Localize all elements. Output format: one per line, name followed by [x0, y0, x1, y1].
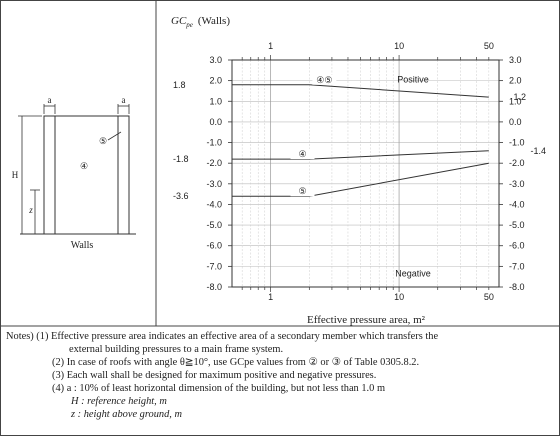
y-tick-label-right: -4.0 — [509, 199, 525, 209]
zone5-leader — [107, 131, 122, 141]
y-tick-label-left: -3.0 — [206, 179, 222, 189]
y-tick-label-right: 3.0 — [509, 55, 522, 65]
height-label: H — [12, 170, 19, 180]
series-label: ④⑤ — [316, 75, 332, 85]
walls-caption: Walls — [71, 240, 94, 251]
series-label-bg — [312, 74, 337, 85]
y-tick-label-right: 1.0 — [509, 96, 522, 106]
y-tick-label-right: -6.0 — [509, 241, 525, 251]
zone4-label: ④ — [80, 161, 88, 171]
left-annotation: -1.8 — [173, 154, 189, 164]
series-label-bg — [290, 186, 315, 197]
y-tick-label-right: -1.0 — [509, 138, 525, 148]
right-annotation: -1.4 — [530, 146, 546, 156]
y-tick-label-left: 3.0 — [209, 55, 222, 65]
y-tick-label-right: 0.0 — [509, 117, 522, 127]
series-line-1 — [232, 84, 489, 98]
y-tick-label-left: -7.0 — [206, 261, 222, 271]
note-line-4: (3) Each wall shall be designed for maxi… — [52, 370, 377, 381]
chart-title-sub: pe — [185, 21, 193, 29]
wall-outline — [43, 115, 130, 235]
y-tick-label-right: -7.0 — [509, 261, 525, 271]
region-label-negative: Negative — [395, 269, 431, 279]
grid-layer — [232, 60, 499, 287]
y-tick-label-left: -5.0 — [206, 220, 222, 230]
note-line-3: (2) In case of roofs with angle θ≧10°, u… — [52, 357, 420, 368]
y-tick-label-left: -1.0 — [206, 138, 222, 148]
chart-title: GCpe (Walls) — [171, 15, 230, 29]
right-annotation: 1.2 — [513, 92, 526, 102]
note-line-6: H : reference height, m — [71, 396, 167, 407]
chart-title-main: GC — [171, 15, 187, 27]
series-line-2 — [232, 150, 489, 160]
left-annotation: 1.8 — [173, 80, 186, 90]
series-label: ④ — [298, 149, 306, 159]
zone5-label: ⑤ — [99, 136, 107, 146]
annotation-layer: 1.8 -1.8 -3.6 1.2 -1.4 Positive Negative — [173, 75, 546, 279]
gcpe-chart: GCpe (Walls) 3.0 2.0 1.0 0.0 -1.0 -2.0 -3.0 -4.0… — [171, 15, 546, 326]
x-tick-label-top: 10 — [394, 41, 404, 51]
chart-title-paren: (Walls) — [198, 15, 230, 27]
note-line-1: Notes) (1) Effective pressure area indic… — [6, 331, 439, 342]
x-tick-label-bottom: 10 — [394, 292, 404, 302]
y-tick-label-left: -6.0 — [206, 241, 222, 251]
y-tick-label-right: -8.0 — [509, 282, 525, 292]
y-tick-label-left: -4.0 — [206, 199, 222, 209]
x-tick-label-bottom: 50 — [484, 292, 494, 302]
x-tick-label-bottom: 1 — [268, 292, 273, 302]
y-tick-label-left: 2.0 — [209, 76, 222, 86]
y-tick-label-left: 1.0 — [209, 96, 222, 106]
x-axis-label: Effective pressure area, m² — [307, 314, 426, 326]
note-line-2: external building pressures to a main fr… — [69, 344, 284, 355]
y-tick-label-right: -2.0 — [509, 158, 525, 168]
y-tick-label-right: -3.0 — [509, 179, 525, 189]
dim-a-right-label: a — [122, 95, 126, 105]
y-tick-label-left: 0.0 — [209, 117, 222, 127]
y-tick-label-left: -2.0 — [206, 158, 222, 168]
x-tick-label-top: 1 — [268, 41, 273, 51]
ticks-layer: 3.0 2.0 1.0 0.0 -1.0 -2.0 -3.0 -4.0 -5.0 -6.0 -7.0… — [206, 41, 524, 302]
z-label: z — [28, 205, 33, 215]
series-label-bg — [290, 149, 315, 160]
walls-diagram: a a H z ④ ⑤ Walls — [12, 95, 136, 251]
plot-border — [231, 59, 500, 288]
note-line-7: z : height above ground, m — [71, 409, 183, 420]
series-label: ⑤ — [298, 186, 306, 196]
x-tick-label-top: 50 — [484, 41, 494, 51]
dim-a-left-label: a — [48, 95, 52, 105]
y-tick-label-right: 2.0 — [509, 76, 522, 86]
note-line-5: (4) a : 10% of least horizontal dimensio… — [52, 383, 386, 394]
region-label-positive: Positive — [397, 75, 429, 85]
y-tick-label-left: -8.0 — [206, 282, 222, 292]
y-tick-label-right: -5.0 — [509, 220, 525, 230]
left-annotation: -3.6 — [173, 191, 189, 201]
